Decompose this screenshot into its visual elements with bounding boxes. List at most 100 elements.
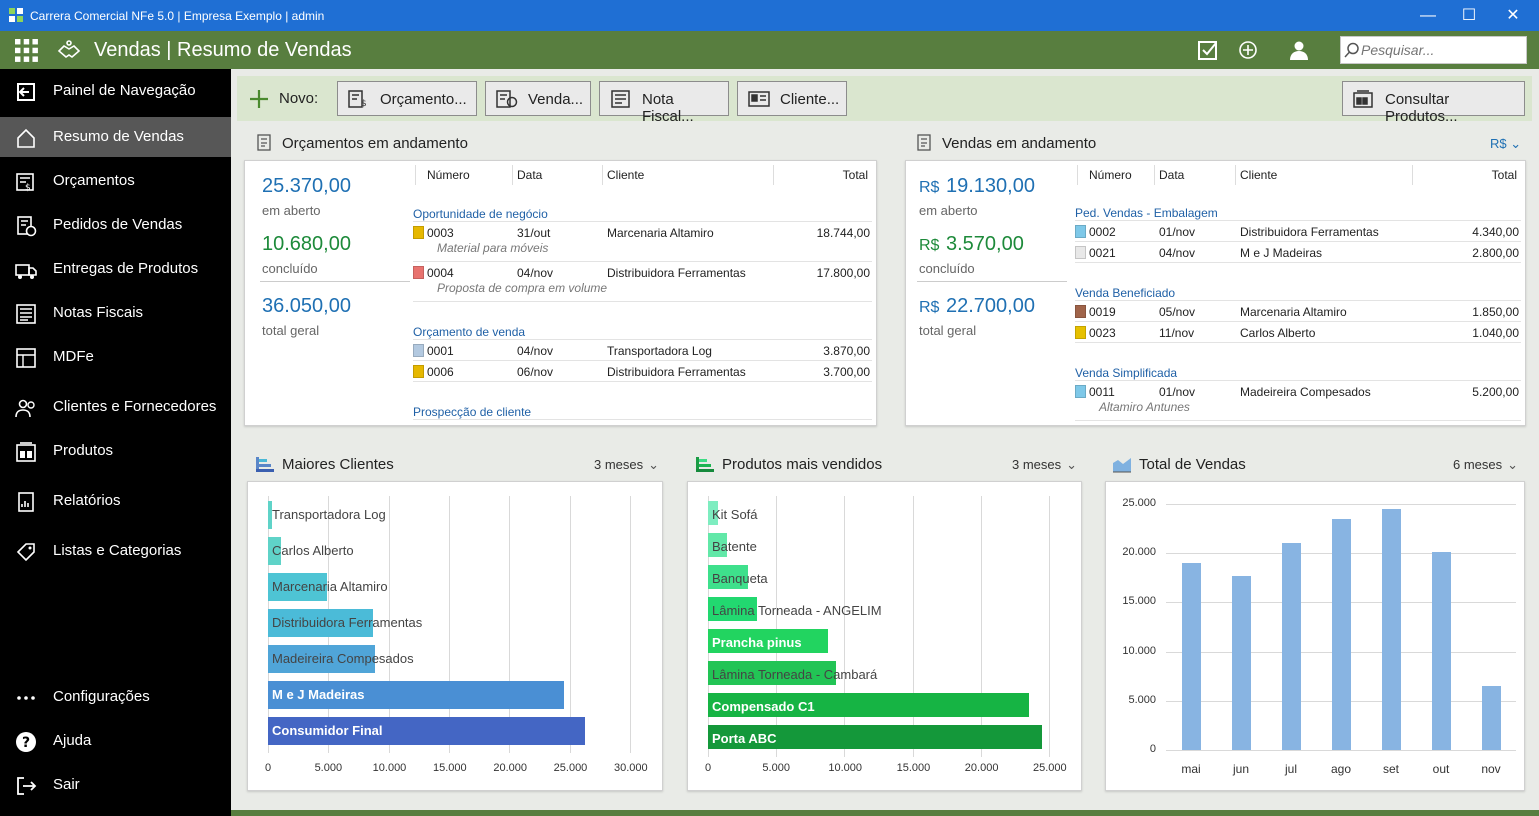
sidebar-item-quote[interactable]: $ Orçamentos [0, 161, 231, 201]
sales-col-1: Data [1159, 168, 1185, 182]
row-color-marker [1075, 385, 1086, 398]
sales-row-number: 0021 [1089, 246, 1116, 260]
bar-label: Banqueta [712, 571, 768, 586]
window-titlebar: Carrera Comercial NFe 5.0 | Empresa Exem… [0, 0, 1539, 31]
top-clients-header: Maiores Clientes [256, 455, 556, 475]
search-input[interactable] [1361, 41, 1521, 59]
bar [708, 693, 1029, 717]
sales-row-date: 04/nov [1159, 246, 1196, 260]
sales-open-summary: R$ 19.130,00 em aberto [919, 175, 1074, 225]
quotes-row-date: 06/nov [517, 365, 554, 379]
quotes-col-sep [773, 165, 774, 185]
sales-row-client: Marcenaria Altamiro [1240, 305, 1347, 319]
maximize-button[interactable]: ☐ [1461, 7, 1477, 24]
gridline [776, 496, 778, 757]
sidebar-bottom-label: Ajuda [53, 732, 92, 749]
sidebar-item-invoice[interactable]: Notas Fiscais [0, 293, 231, 333]
row-color-marker [413, 344, 424, 357]
bar-label: Consumidor Final [272, 723, 383, 738]
sidebar-item-tag[interactable]: Listas e Categorias [0, 531, 231, 571]
new-invoice-button[interactable]: Nota Fiscal... [599, 81, 729, 125]
sidebar-item-report[interactable]: Relatórios [0, 481, 231, 521]
exit-icon [17, 777, 37, 795]
bar [1431, 552, 1451, 750]
sale-doc-icon [496, 90, 518, 108]
new-invoice-label: Nota Fiscal... [642, 91, 694, 125]
bar-label: M e J Madeiras [272, 687, 365, 702]
quotes-row-divider [413, 339, 872, 340]
sidebar-item-label: Entregas de Produtos [53, 260, 199, 277]
checklist-icon[interactable] [1196, 38, 1220, 62]
sidebar-item-people[interactable]: Clientes e Fornecedores [0, 387, 231, 427]
x-tick-label: 15.000 [896, 762, 931, 774]
sales-row-total: 4.340,00 [1472, 225, 1519, 239]
x-tick-label: 0 [704, 762, 712, 774]
sidebar-item-truck[interactable]: Entregas de Produtos [0, 249, 231, 289]
sales-title: Vendas em andamento [942, 135, 1097, 152]
search-box[interactable] [1340, 36, 1527, 64]
currency-dropdown[interactable]: R$ ⌄ [1490, 136, 1521, 152]
svg-text:$: $ [25, 183, 31, 193]
sales-row-client: M e J Madeiras [1240, 246, 1323, 260]
top-clients-chart: 0 5.000 10.000 15.000 20.000 25.000 30.000 Tran… [247, 481, 663, 791]
quote-icon: $ [16, 173, 34, 193]
bar [268, 681, 564, 709]
new-client-button[interactable]: Cliente... [737, 81, 847, 116]
consult-products-button[interactable]: Consultar Produtos... [1342, 81, 1525, 125]
bar [1281, 543, 1301, 750]
top-clients-period-dropdown[interactable]: 3 meses ⌄ [594, 457, 659, 473]
add-circle-icon[interactable] [1236, 38, 1260, 62]
sales-col-sep [1235, 165, 1236, 185]
sales-row-divider [1075, 321, 1521, 322]
invoice-icon [16, 304, 36, 324]
sales-col-total: Total [1491, 168, 1517, 182]
quotes-total-summary: 36.050,00 total geral [262, 295, 417, 345]
quotes-col-sep [602, 165, 603, 185]
sidebar-item-mdfe[interactable]: MDFe [0, 337, 231, 377]
bar [708, 629, 829, 653]
quotes-done-label: concluído [262, 261, 318, 276]
sidebar-exit[interactable]: Sair [0, 765, 231, 805]
top-products-chart: 0 5.000 10.000 15.000 20.000 25.000 Kit Sofá Ba… [687, 481, 1082, 791]
gridline [1049, 496, 1050, 757]
sales-done-label: concluído [919, 261, 975, 276]
sidebar-item-panel-exit[interactable]: Painel de Navegação [0, 71, 231, 111]
sidebar-help[interactable]: ? Ajuda [0, 721, 231, 761]
bar-label: Prancha pinus [712, 635, 802, 650]
chevron-down-icon: ⌄ [1510, 136, 1522, 151]
sales-row-date: 01/nov [1159, 385, 1196, 399]
quotes-card: 25.370,00 em aberto 10.680,00 concluído 36.0… [244, 160, 877, 426]
sales-total-value: 22.700,00 [946, 295, 1035, 317]
quotes-done-summary: 10.680,00 concluído [262, 233, 417, 283]
top-products-period-dropdown[interactable]: 3 meses ⌄ [1012, 457, 1077, 473]
bar-label: Transportadora Log [272, 507, 386, 522]
sidebar-more[interactable]: Configurações [0, 677, 231, 717]
minimize-button[interactable]: — [1420, 7, 1436, 24]
sales-row-divider [1075, 380, 1521, 381]
total-sales-period-dropdown[interactable]: 6 meses ⌄ [1453, 457, 1518, 473]
quotes-row-date: 31/out [517, 226, 551, 240]
gridline [1166, 750, 1516, 751]
help-icon: ? [16, 732, 36, 752]
gridline [449, 496, 450, 753]
close-button[interactable]: ✕ [1506, 7, 1520, 24]
sales-total-label: total geral [919, 323, 977, 338]
sidebar-item-label: Resumo de Vendas [53, 128, 184, 145]
sales-row-divider [1075, 300, 1521, 301]
new-quote-button[interactable]: $ Orçamento... [337, 81, 477, 116]
report-icon [18, 492, 34, 512]
products-search-icon [1353, 90, 1373, 108]
x-tick-label: 10.000 [828, 762, 863, 774]
total-sales-chart-icon [1113, 458, 1131, 473]
sidebar-item-products[interactable]: Produtos [0, 431, 231, 471]
sales-done-summary: R$ 3.570,00 concluído [919, 233, 1074, 283]
user-icon[interactable] [1287, 38, 1311, 62]
invoice-doc-icon [611, 90, 630, 108]
sidebar-item-sales-order[interactable]: Pedidos de Vendas [0, 205, 231, 245]
apps-grid-icon[interactable] [15, 39, 39, 63]
sales-row-note: Altamiro Antunes [1099, 400, 1190, 414]
sidebar-item-home[interactable]: Resumo de Vendas [0, 117, 231, 157]
sales-done-currency: R$ [919, 237, 940, 254]
new-sale-button[interactable]: Venda... [485, 81, 591, 116]
quotes-row-divider [413, 221, 872, 222]
